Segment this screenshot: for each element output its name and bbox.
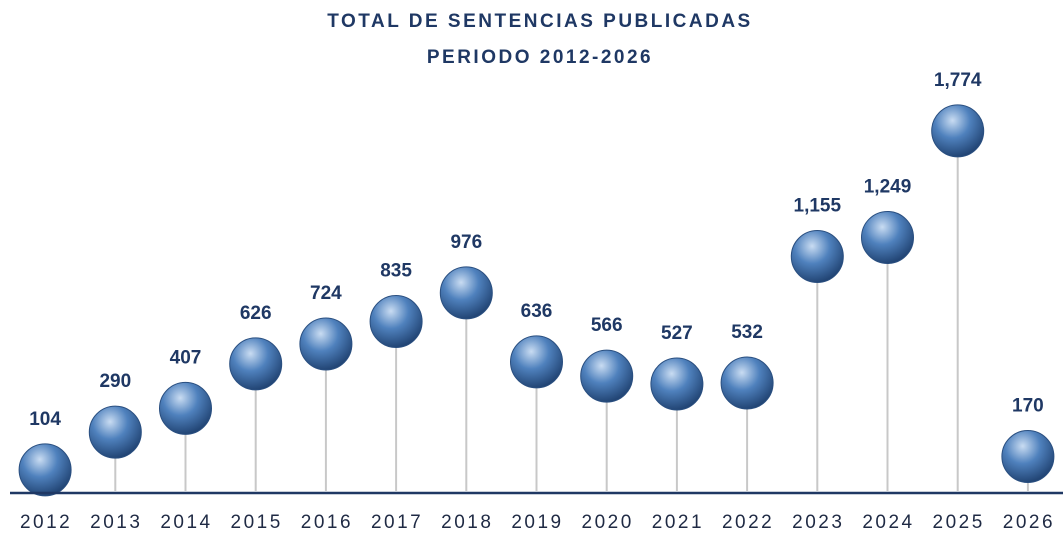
value-label: 290: [99, 371, 131, 392]
ball: [861, 210, 914, 264]
x-tick-label: 2024: [862, 512, 914, 533]
x-tick-label: 2012: [20, 512, 72, 533]
value-label: 1,774: [934, 70, 982, 91]
x-tick-label: 2018: [441, 512, 493, 533]
x-tick-label: 2013: [90, 512, 142, 533]
x-tick-label: 2021: [652, 512, 704, 533]
value-label: 976: [450, 232, 482, 253]
ball: [580, 349, 634, 403]
ball: [369, 294, 423, 348]
ball: [510, 335, 563, 389]
value-label: 626: [240, 303, 272, 324]
ball: [720, 356, 774, 410]
value-label: 532: [731, 322, 763, 343]
value-label: 104: [29, 409, 61, 430]
x-tick-label: 2023: [792, 512, 844, 533]
x-tick-label: 2022: [722, 512, 774, 533]
x-tick-label: 2014: [160, 512, 212, 533]
ball: [159, 381, 212, 435]
value-label: 527: [661, 323, 693, 344]
ball: [18, 443, 72, 497]
ball: [299, 317, 353, 371]
x-tick-label: 2019: [511, 512, 563, 533]
ball: [439, 266, 493, 320]
ball: [790, 230, 844, 284]
value-label: 407: [170, 347, 202, 368]
value-label: 636: [521, 301, 553, 322]
ball: [229, 337, 283, 391]
x-tick-label: 2017: [371, 512, 423, 533]
x-tick-label: 2016: [301, 512, 353, 533]
value-label: 170: [1012, 396, 1044, 417]
chart-subtitle: PERIODO 2012-2026: [427, 47, 653, 68]
x-tick-label: 2025: [933, 512, 985, 533]
value-label: 724: [310, 283, 342, 304]
x-tick-label: 2020: [582, 512, 634, 533]
value-label: 1,249: [864, 176, 912, 197]
value-label: 835: [380, 261, 412, 282]
x-tick-label: 2015: [231, 512, 283, 533]
ball: [1001, 429, 1055, 483]
chart-title: TOTAL DE SENTENCIAS PUBLICADAS: [327, 11, 752, 32]
ball: [650, 357, 704, 411]
x-tick-label: 2026: [1003, 512, 1055, 533]
ball: [931, 104, 985, 158]
value-label: 566: [591, 315, 623, 336]
value-label: 1,155: [794, 196, 842, 217]
ball: [88, 405, 142, 459]
